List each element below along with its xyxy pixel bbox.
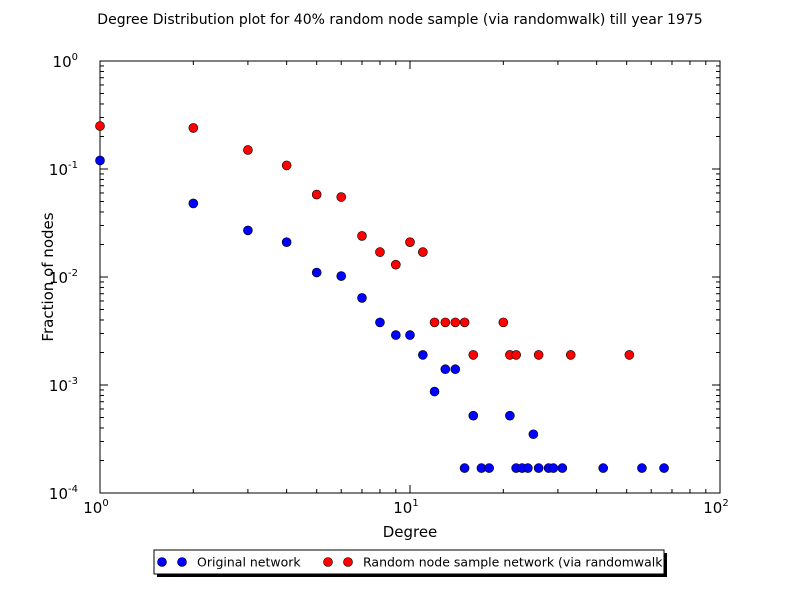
data-point xyxy=(188,123,199,133)
legend-label: Original network xyxy=(197,555,301,570)
data-point xyxy=(498,317,509,328)
legend: Original network Random node sample netwo… xyxy=(153,549,667,577)
data-point xyxy=(375,247,385,257)
data-point xyxy=(523,463,533,473)
data-point xyxy=(243,145,253,155)
data-point xyxy=(336,192,347,202)
data-point xyxy=(505,410,515,421)
data-point xyxy=(548,463,559,473)
data-point xyxy=(450,364,461,375)
data-point xyxy=(95,155,105,166)
data-point xyxy=(311,189,322,200)
data-point xyxy=(391,259,401,270)
y-tick-label: 10-2 xyxy=(49,268,78,287)
data-point xyxy=(405,237,415,248)
plot-area xyxy=(99,60,721,494)
legend-entries: Original network Random node sample netwo… xyxy=(157,555,667,570)
data-point xyxy=(429,317,440,328)
data-point xyxy=(311,267,322,278)
data-point xyxy=(429,386,440,397)
legend-label: Random node sample network (via randomwa… xyxy=(363,555,667,570)
y-tick-label: 10-3 xyxy=(49,376,78,395)
data-point xyxy=(243,225,253,236)
data-point xyxy=(565,350,576,360)
data-point xyxy=(468,410,479,421)
data-point xyxy=(440,317,451,328)
data-point xyxy=(511,350,521,360)
x-tick-label: 101 xyxy=(393,498,418,517)
data-point xyxy=(281,160,292,171)
legend-marker xyxy=(343,557,353,567)
series-random-sample-network xyxy=(95,121,635,360)
legend-marker xyxy=(157,557,167,567)
data-point xyxy=(637,463,647,473)
chart-title: Degree Distribution plot for 40% random … xyxy=(97,12,702,28)
data-point xyxy=(468,350,479,360)
data-point xyxy=(557,463,568,473)
data-point xyxy=(459,463,470,473)
x-tick-label: 100 xyxy=(83,498,108,517)
data-point xyxy=(450,317,461,328)
data-point xyxy=(418,247,428,257)
data-point xyxy=(624,350,635,360)
axis-ticks xyxy=(99,60,721,494)
data-point xyxy=(357,231,367,241)
data-point xyxy=(484,463,494,473)
data-point xyxy=(533,463,544,473)
data-point xyxy=(533,350,544,360)
data-points xyxy=(95,121,669,473)
legend-marker xyxy=(323,557,333,567)
data-point xyxy=(336,271,347,281)
data-point xyxy=(418,350,428,360)
data-point xyxy=(598,463,609,473)
data-point xyxy=(405,330,415,340)
y-axis-label: Fraction of nodes xyxy=(39,212,57,341)
data-point xyxy=(357,293,367,303)
series-original-network xyxy=(95,155,669,473)
legend-box xyxy=(153,549,665,575)
y-tick-label: 10-1 xyxy=(49,160,78,179)
x-tick-label: 102 xyxy=(703,498,728,517)
data-point xyxy=(659,463,669,473)
y-tick-label: 10-4 xyxy=(49,484,78,503)
data-point xyxy=(440,364,451,375)
legend-marker xyxy=(177,557,187,567)
data-point xyxy=(188,198,199,209)
data-point xyxy=(459,317,470,328)
data-point xyxy=(391,330,401,340)
data-point xyxy=(281,237,292,248)
y-tick-label: 100 xyxy=(53,52,78,71)
axis-tick-labels: 100 101 102 100 10-1 10-2 10-3 10-4 xyxy=(49,52,729,517)
data-point xyxy=(95,121,105,131)
data-point xyxy=(375,317,385,328)
x-axis-label: Degree xyxy=(383,523,438,541)
data-point xyxy=(528,429,539,440)
